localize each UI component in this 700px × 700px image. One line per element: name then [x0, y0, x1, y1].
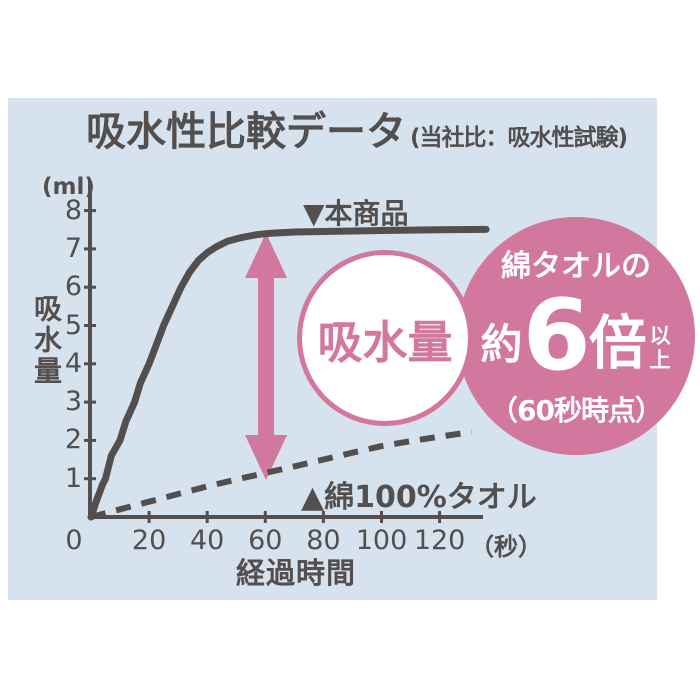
x-tick-label: 60	[248, 525, 283, 556]
six-times-badge: 綿タオルの 約 6 倍 以上 （60秒時点）	[457, 217, 695, 455]
absorption-amount-bubble: 吸水量	[297, 250, 473, 426]
y-tick-label: 6	[64, 271, 82, 303]
y-tick-label: 3	[64, 386, 82, 418]
y-axis-unit: (ml)	[42, 174, 95, 200]
axis-tick-marks	[84, 209, 442, 523]
y-tick-label: 2	[64, 424, 82, 456]
y-tick-label: 1	[64, 462, 82, 494]
badge-note: （60秒時点）	[490, 394, 663, 427]
badge-times: 倍	[588, 309, 647, 377]
y-tick-label: 8	[64, 194, 82, 226]
badge-approx: 約	[480, 320, 523, 369]
chart-title: 吸水性比較データ	[86, 109, 406, 155]
y-tick-label: 4	[64, 347, 82, 379]
legend-label-product: ▼本商品	[303, 197, 409, 230]
badge-suffix: 以上	[649, 324, 671, 372]
comparison-arrow	[245, 233, 287, 480]
series-line-product	[87, 225, 490, 521]
badge-number: 6	[522, 279, 591, 393]
y-axis-label: 吸水量	[30, 294, 63, 387]
legend-label-cotton: ▲綿100%タオル	[301, 480, 537, 515]
y-tick-label: 5	[64, 309, 82, 341]
chart-subtitle: (当社比：吸水性試験)	[410, 125, 628, 151]
series-line-cotton	[90, 429, 473, 520]
x-tick-label: 20	[131, 525, 167, 556]
x-tick-label: 0	[65, 525, 83, 556]
x-tick-label: 80	[306, 525, 341, 556]
y-tick-label: 7	[64, 232, 82, 264]
x-tick-label: 120	[413, 525, 466, 556]
badge-multiplier-row: 約 6 倍 以上	[481, 287, 672, 385]
chart-header: 吸水性比較データ (当社比：吸水性試験)	[86, 108, 628, 156]
x-tick-label: 100	[355, 525, 408, 556]
x-tick-label: 40	[190, 525, 225, 556]
bubble-label: 吸水量	[317, 315, 453, 369]
x-axis-label: 経過時間	[236, 556, 357, 590]
x-axis-unit: （秒）	[470, 533, 542, 561]
badge-line1: 綿タオルの	[501, 249, 651, 284]
